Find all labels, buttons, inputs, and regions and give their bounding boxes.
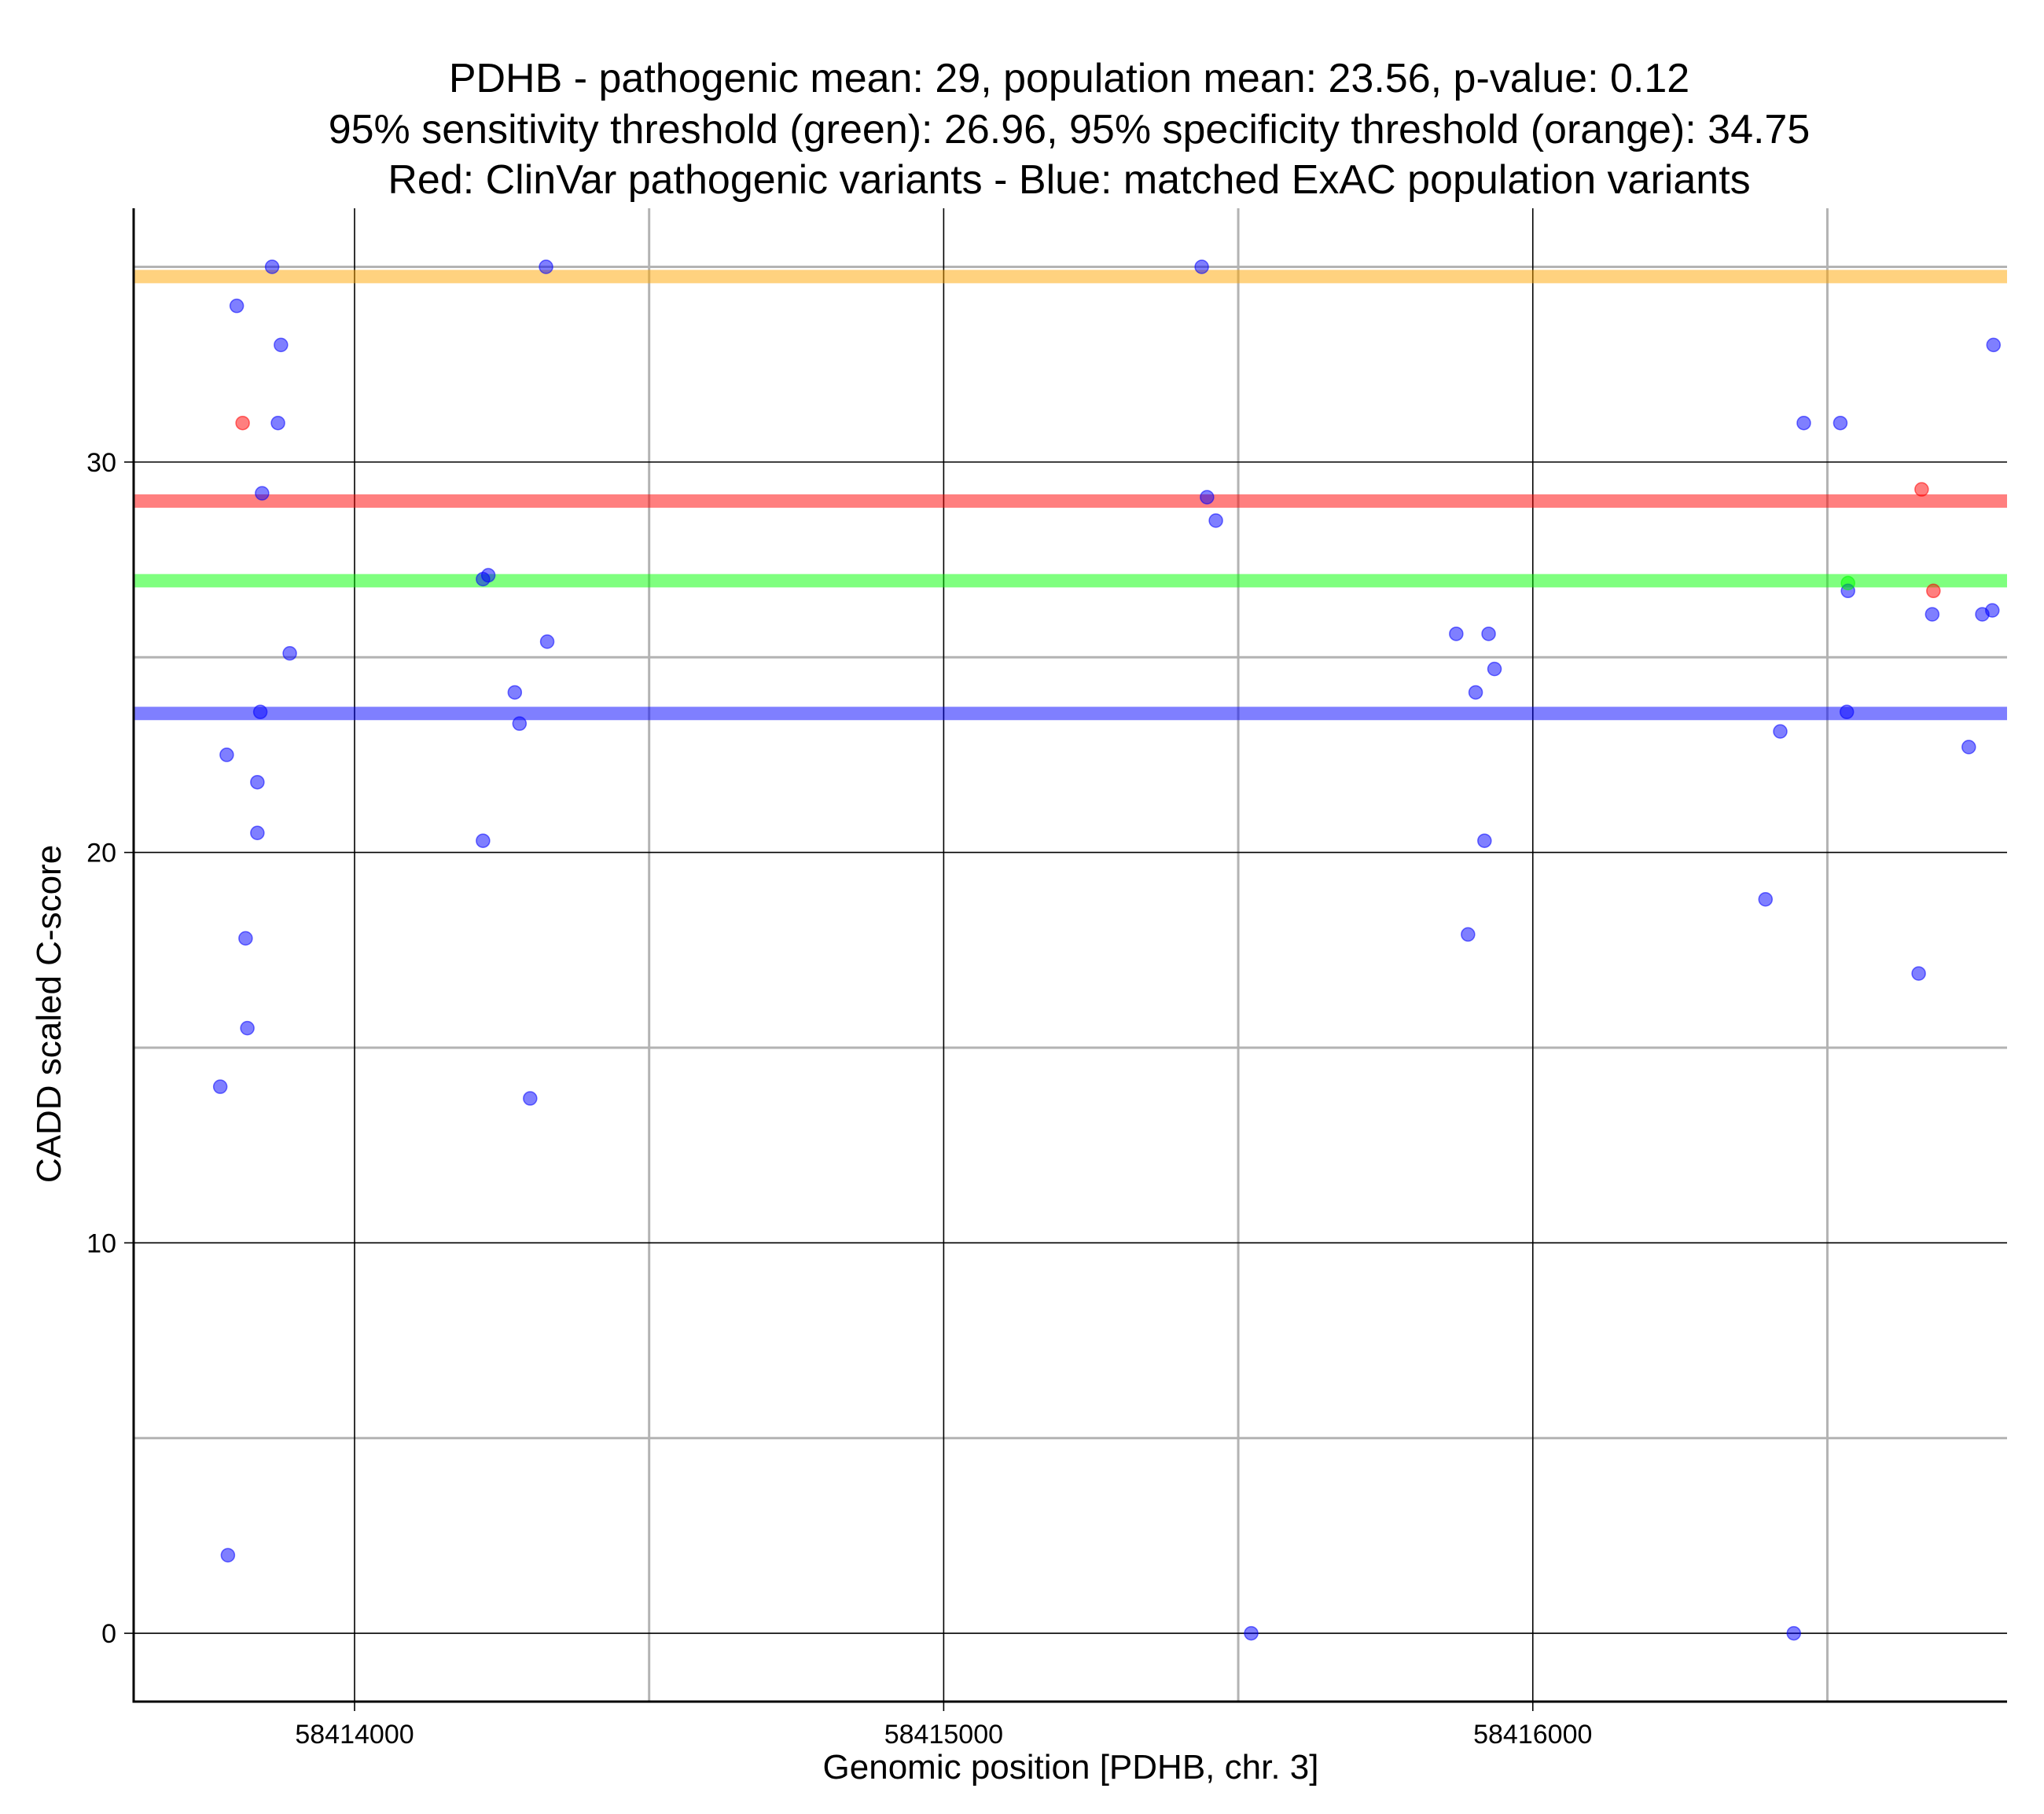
minor-gridlines: [134, 208, 2007, 1702]
data-point: [1961, 740, 1976, 755]
data-point: [282, 646, 297, 661]
data-point: [1985, 603, 2000, 618]
data-point: [240, 1020, 255, 1036]
data-point: [1833, 415, 1848, 431]
data-point: [219, 747, 234, 762]
data-point: [274, 337, 289, 353]
data-point: [1468, 685, 1483, 700]
title-line-2: 95% sensitivity threshold (green): 26.96…: [329, 107, 1811, 152]
data-point: [250, 825, 265, 841]
major-gridlines: [134, 208, 2007, 1702]
x-tick-label: 58416000: [1473, 1720, 1592, 1750]
data-point: [1786, 1625, 1801, 1641]
data-point: [1481, 626, 1496, 641]
data-point: [539, 259, 553, 274]
data-point: [476, 571, 491, 587]
data-point: [512, 716, 528, 731]
data-point: [1986, 337, 2002, 353]
data-point: [264, 259, 280, 274]
data-point: [476, 833, 491, 848]
chart-title: PDHB - pathogenic mean: 29, population m…: [329, 56, 1811, 203]
x-tick-label: 58414000: [295, 1720, 414, 1750]
data-point: [1911, 966, 1926, 981]
y-tick-label: 10: [86, 1228, 116, 1258]
y-tick-label: 0: [101, 1619, 116, 1649]
data-point: [1194, 259, 1209, 274]
data-point: [539, 634, 555, 649]
data-point: [1914, 482, 1929, 497]
data-point: [1925, 607, 1940, 622]
y-tick-label: 30: [86, 448, 116, 478]
data-point: [1758, 891, 1774, 907]
data-point: [1244, 1625, 1259, 1641]
x-tick-labels: 58414000 58415000 58416000: [295, 1720, 1592, 1750]
data-point: [1840, 575, 1855, 591]
data-point: [250, 774, 265, 790]
data-point: [238, 931, 253, 946]
data-point: [1796, 415, 1811, 431]
data-point: [1449, 626, 1464, 641]
data-point: [1208, 513, 1223, 528]
data-point: [270, 415, 285, 431]
data-point: [1487, 661, 1502, 677]
data-points: [212, 259, 2002, 1641]
data-point: [252, 704, 268, 720]
data-point: [1839, 704, 1855, 720]
title-line-1: PDHB - pathogenic mean: 29, population m…: [449, 56, 1689, 101]
reference-lines: [134, 270, 2007, 721]
title-line-3: Red: ClinVar pathogenic variants - Blue:…: [388, 157, 1750, 203]
data-point: [212, 1079, 228, 1094]
x-tick-label: 58415000: [884, 1720, 1003, 1750]
y-tick-label: 20: [86, 839, 116, 868]
data-point: [220, 1548, 236, 1562]
x-axis-title: Genomic position [PDHB, chr. 3]: [823, 1748, 1319, 1786]
data-point: [1773, 724, 1788, 739]
data-point: [507, 685, 523, 700]
data-point: [235, 415, 250, 431]
data-point: [1200, 490, 1215, 505]
y-axis-title: CADD scaled C-score: [30, 845, 68, 1183]
data-point: [1926, 583, 1941, 599]
data-point: [255, 486, 270, 501]
data-point: [229, 298, 244, 314]
y-tick-labels: 0 10 20 30: [86, 448, 116, 1649]
data-point: [523, 1091, 538, 1106]
data-point: [1477, 833, 1492, 848]
data-point: [1461, 927, 1476, 942]
axes: [124, 208, 2007, 1711]
